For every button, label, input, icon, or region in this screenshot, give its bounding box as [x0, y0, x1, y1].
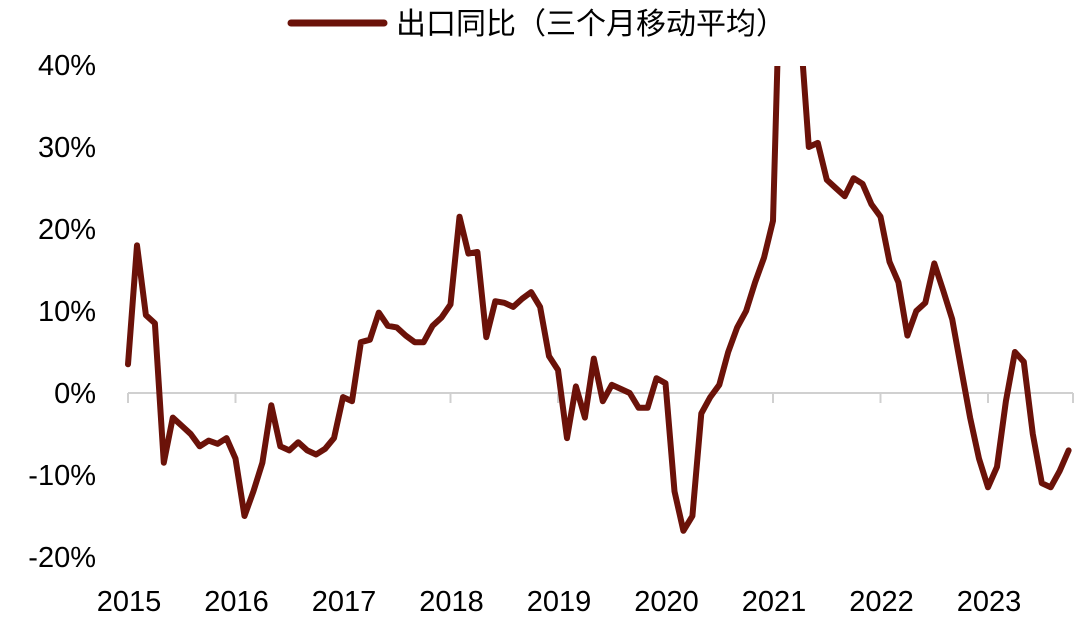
- x-axis-tick-labels: 2015 2016 2017 2018 2019 2020 2021 2022 2023: [97, 586, 1022, 618]
- y-tick-label: 40%: [38, 50, 96, 82]
- x-tick-label: 2017: [312, 586, 377, 618]
- series-line: [125, 66, 1072, 534]
- y-tick-label: -20%: [28, 542, 96, 574]
- x-tick-label: 2018: [419, 586, 484, 618]
- x-tick-label: 2020: [634, 586, 699, 618]
- y-tick-label: 20%: [38, 214, 96, 246]
- y-tick-label: 10%: [38, 296, 96, 328]
- series-group: [125, 66, 1072, 534]
- x-tick-label: 2019: [527, 586, 592, 618]
- x-tick-label: 2016: [204, 586, 269, 618]
- legend: 出口同比（三个月移动平均）: [287, 7, 786, 42]
- x-tick-label: 2021: [742, 586, 807, 618]
- y-tick-label: 0%: [54, 378, 96, 410]
- y-tick-label: -10%: [28, 460, 96, 492]
- legend-label: 出口同比（三个月移动平均）: [396, 7, 786, 42]
- x-tick-label: 2023: [957, 586, 1022, 618]
- x-tick-label: 2015: [97, 586, 162, 618]
- y-axis-tick-labels: 40% 30% 20% 10% 0% -10% -20%: [28, 50, 96, 574]
- x-tick-label: 2022: [849, 586, 914, 618]
- y-tick-label: 30%: [38, 132, 96, 164]
